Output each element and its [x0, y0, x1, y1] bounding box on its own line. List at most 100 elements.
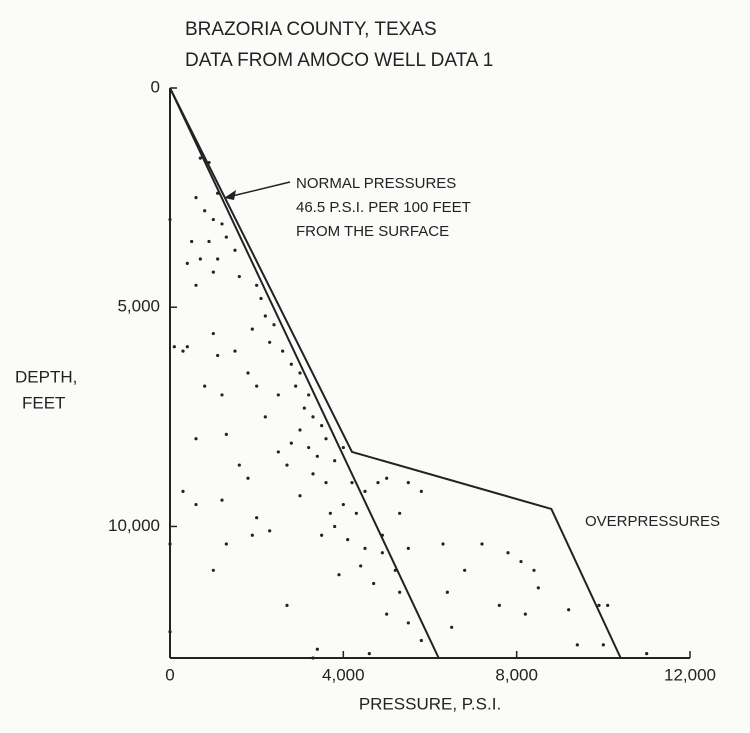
- data-point: [337, 573, 341, 577]
- data-point: [315, 647, 319, 651]
- data-point: [281, 349, 285, 353]
- data-point: [211, 568, 215, 572]
- data-point: [237, 274, 241, 279]
- data-point: [294, 384, 298, 388]
- data-point: [181, 489, 185, 493]
- data-point: [198, 156, 202, 160]
- data-point: [220, 393, 224, 397]
- data-point: [276, 450, 280, 454]
- data-point: [285, 603, 289, 607]
- arrow-head: [224, 190, 236, 200]
- data-point: [307, 393, 311, 397]
- data-point: [203, 384, 207, 388]
- title-line: BRAZORIA COUNTY, TEXAS: [185, 19, 437, 40]
- data-point: [289, 362, 293, 366]
- data-point: [363, 489, 367, 493]
- data-point: [367, 652, 371, 656]
- y-tick-label: 5,000: [117, 297, 160, 316]
- envelope-line: [169, 87, 622, 659]
- data-point: [328, 511, 332, 515]
- data-point: [263, 415, 267, 419]
- data-point: [463, 568, 467, 572]
- x-tick-label: 4,000: [322, 665, 365, 684]
- data-point: [419, 638, 423, 643]
- data-point: [320, 424, 324, 428]
- data-point: [190, 239, 194, 244]
- data-point: [216, 353, 220, 358]
- data-point: [597, 603, 601, 607]
- data-point: [168, 217, 172, 222]
- data-point: [311, 415, 315, 419]
- data-point: [211, 270, 215, 274]
- annotation: 46.5 P.S.I. PER 100 FEET: [296, 199, 471, 216]
- data-point: [333, 459, 337, 463]
- data-point: [198, 257, 202, 261]
- data-point: [645, 652, 649, 656]
- data-point: [363, 546, 367, 550]
- data-point: [302, 406, 306, 410]
- data-point: [398, 590, 402, 594]
- annotation: NORMAL PRESSURES: [296, 175, 456, 192]
- data-point: [341, 502, 345, 507]
- data-point: [207, 160, 211, 165]
- data-point: [185, 345, 189, 349]
- data-point: [168, 542, 172, 546]
- data-point: [172, 345, 176, 349]
- x-tick-label: 8,000: [495, 665, 538, 684]
- data-point: [406, 546, 410, 550]
- data-point: [372, 581, 376, 586]
- data-point: [194, 437, 198, 441]
- x-tick-label: 0: [165, 665, 174, 684]
- x-tick-label: 12,000: [664, 665, 716, 684]
- data-point: [523, 612, 527, 616]
- data-point: [181, 349, 185, 353]
- data-point: [224, 432, 228, 436]
- data-point: [220, 498, 224, 502]
- data-point: [380, 533, 384, 537]
- data-point: [211, 331, 215, 336]
- data-point: [233, 349, 237, 353]
- data-point: [168, 630, 172, 634]
- data-point: [298, 428, 302, 432]
- data-point: [532, 568, 536, 572]
- data-point: [216, 191, 220, 195]
- data-point: [224, 235, 228, 239]
- data-point: [233, 248, 237, 252]
- data-point: [307, 445, 311, 450]
- data-point: [255, 384, 259, 388]
- data-point: [250, 533, 254, 537]
- data-point: [359, 564, 363, 568]
- data-point: [376, 481, 380, 485]
- data-point: [194, 502, 198, 507]
- data-point: [298, 371, 302, 375]
- data-point: [268, 340, 272, 344]
- data-point: [324, 437, 328, 441]
- data-point: [419, 489, 423, 493]
- data-point: [311, 472, 315, 476]
- data-point: [255, 283, 259, 287]
- data-point: [211, 217, 215, 222]
- data-point: [224, 542, 228, 546]
- data-point: [480, 542, 484, 546]
- y-axis-label: FEET: [22, 393, 65, 412]
- data-point: [354, 511, 358, 515]
- data-point: [289, 441, 293, 445]
- data-point: [567, 608, 571, 612]
- data-point: [194, 283, 198, 287]
- data-point: [220, 222, 224, 226]
- data-point: [406, 621, 410, 625]
- data-point: [285, 463, 289, 467]
- data-point: [207, 239, 211, 244]
- data-point: [246, 371, 250, 375]
- data-point: [606, 603, 610, 607]
- data-point: [263, 314, 267, 318]
- data-point: [519, 559, 523, 564]
- envelope-line: [169, 87, 440, 659]
- data-point: [259, 296, 263, 301]
- data-point: [346, 538, 350, 542]
- data-point: [298, 494, 302, 498]
- arrow: [227, 181, 291, 198]
- data-point: [272, 323, 276, 327]
- data-point: [315, 454, 319, 458]
- data-point: [445, 590, 449, 594]
